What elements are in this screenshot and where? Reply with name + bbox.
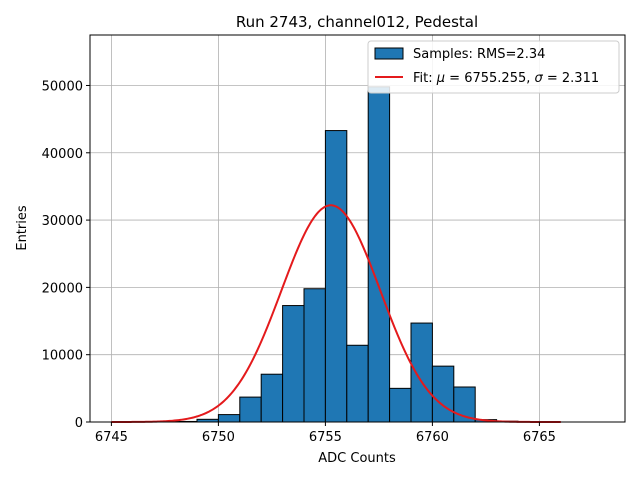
y-axis-ticks: 0 10000 20000 30000 40000 50000 (42, 79, 90, 431)
x-tick-label: 6745 (95, 430, 128, 445)
histogram-bar (346, 344, 369, 423)
histogram-bar (324, 130, 348, 423)
legend: Samples: RMS=2.34 Fit: μ = 6755.255, σ =… (367, 40, 620, 94)
fit-curve (111, 204, 561, 423)
legend-fit-prefix: Fit: (413, 71, 437, 86)
legend-box (367, 40, 620, 94)
histogram-bars (175, 86, 519, 423)
legend-fit-mu-value: = 6755.255, (445, 71, 534, 86)
x-tick-label: 6755 (309, 430, 342, 445)
x-tick-label: 6765 (523, 430, 556, 445)
legend-fit-sigma-value: = 2.311 (543, 71, 599, 86)
x-tick-label: 6750 (202, 430, 235, 445)
legend-fit-sigma-symbol: σ (535, 71, 544, 86)
fit-curve-group (111, 204, 561, 423)
histogram-bar (217, 414, 241, 423)
legend-samples-swatch (374, 47, 404, 60)
x-tick-label: 6760 (416, 430, 449, 445)
histogram-bar (431, 365, 455, 423)
x-axis-title: ADC Counts (318, 451, 396, 466)
y-tick-label: 0 (75, 416, 83, 431)
legend-fit-mu-symbol: μ (436, 71, 445, 86)
y-axis-title: Entries (15, 205, 30, 251)
y-tick-label: 50000 (42, 79, 83, 94)
y-tick-label: 40000 (42, 147, 83, 162)
histogram-bar (239, 396, 262, 423)
histogram-bar (260, 373, 284, 423)
x-axis-ticks: 6745 6750 6755 6760 6765 (95, 422, 556, 445)
legend-samples-label: Samples: RMS=2.34 (413, 47, 545, 62)
histogram-bar (410, 322, 433, 423)
histogram-bar (389, 387, 412, 423)
plot-frame (89, 34, 626, 423)
histogram-bar (282, 305, 305, 423)
y-tick-label: 20000 (42, 281, 83, 296)
chart-title: Run 2743, channel012, Pedestal (236, 13, 478, 31)
histogram-bar (303, 288, 326, 423)
histogram-bar (367, 86, 391, 423)
y-tick-label: 30000 (42, 214, 83, 229)
legend-fit-label: Fit: μ = 6755.255, σ = 2.311 (413, 71, 599, 86)
y-tick-label: 10000 (42, 349, 83, 364)
